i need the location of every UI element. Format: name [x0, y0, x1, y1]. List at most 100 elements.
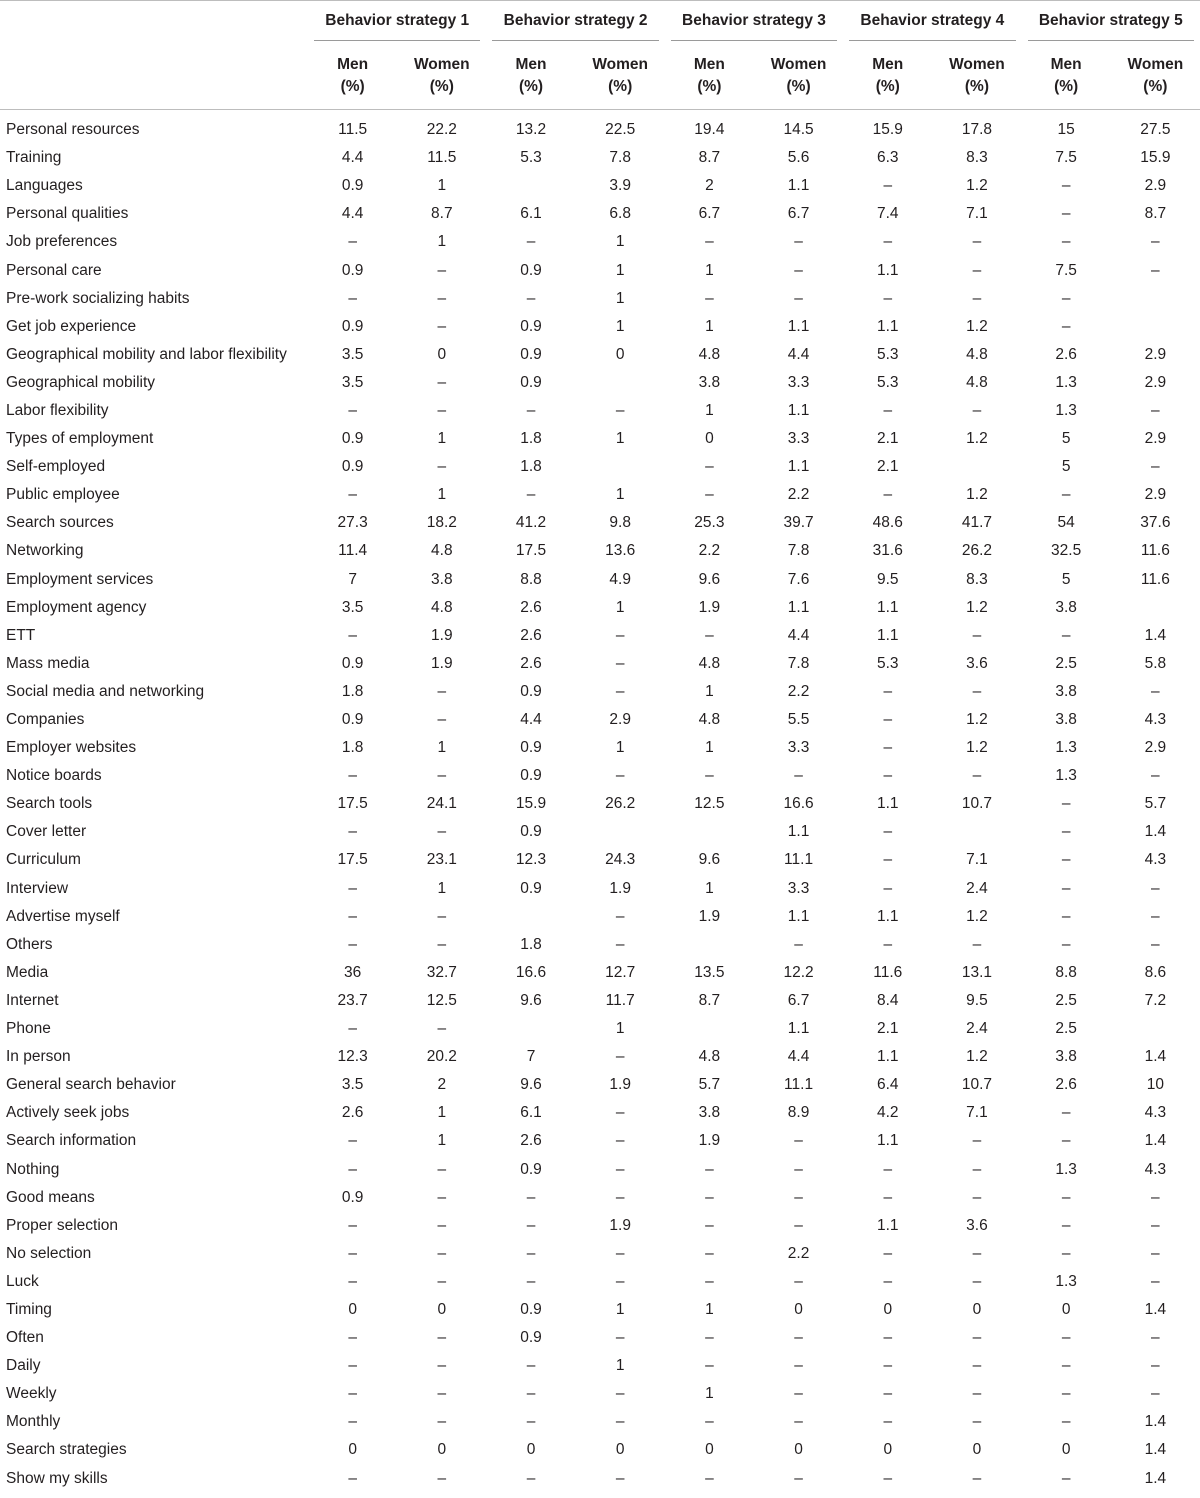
- row-label: Proper selection: [6, 1216, 119, 1234]
- table-cell: –: [437, 1188, 447, 1206]
- row-label: Personal care: [6, 261, 102, 279]
- table-cell: –: [705, 1357, 714, 1375]
- table-cell: –: [705, 458, 714, 476]
- table-cell: –: [1061, 1188, 1071, 1206]
- table-cell: –: [705, 1329, 714, 1347]
- table-row: In person 12.3 20.2 7 – 4.8 4.4 1.1 1.2 3.8 1.4: [0, 1043, 1200, 1071]
- table-cell: 12.3: [337, 1048, 368, 1066]
- subheader-women-strategy-2: Women (%): [575, 43, 665, 110]
- table-cell: 1.1: [876, 1132, 899, 1150]
- table-cell: –: [794, 1385, 803, 1403]
- table-cell: 1.8: [341, 739, 364, 757]
- table-cell: 0.9: [341, 1188, 364, 1206]
- table-cell: –: [705, 1188, 714, 1206]
- table-cell: 13.5: [694, 963, 725, 981]
- table-cell: 0: [615, 345, 625, 363]
- table-cell: –: [794, 1272, 803, 1290]
- group-header-strategy-1: Behavior strategy 1: [308, 1, 486, 44]
- row-label: Show my skills: [6, 1469, 108, 1487]
- table-cell: –: [526, 233, 536, 251]
- subheader-men-label: Men: [337, 56, 369, 73]
- table-cell: 1: [705, 1385, 714, 1403]
- table-cell: 0: [705, 1441, 714, 1459]
- table-cell: [486, 172, 575, 200]
- table-cell: 6.7: [698, 205, 721, 223]
- row-label: Advertise myself: [6, 907, 120, 925]
- table-row: ETT – 1.9 2.6 – – 4.4 1.1 – – 1.4: [0, 622, 1200, 650]
- table-row: Search sources 27.3 18.2 41.2 9.8 25.3 39.7 48.…: [0, 509, 1200, 537]
- table-cell: 17.5: [515, 542, 547, 560]
- table-cell: 1.9: [698, 907, 721, 925]
- table-cell: 5: [1061, 570, 1071, 588]
- table-cell: 1.4: [1144, 823, 1167, 841]
- table-cell: 1.2: [966, 177, 988, 195]
- row-label: Employment agency: [6, 598, 147, 616]
- table-row: Social media and networking 1.8 – 0.9 – 1 2.2 –…: [0, 678, 1200, 706]
- table-row: Cover letter – – 0.9 1.1 – – 1.4: [0, 818, 1200, 846]
- table-cell: 8.6: [1144, 963, 1167, 981]
- row-label: Timing: [6, 1300, 52, 1318]
- table-cell: 7.2: [1144, 991, 1167, 1009]
- table-cell: 4.4: [787, 345, 810, 363]
- table-cell: –: [883, 401, 893, 419]
- table-cell: 6.1: [520, 1104, 542, 1122]
- table-cell: 0.9: [341, 711, 364, 729]
- table-cell: 1.4: [1144, 1300, 1167, 1318]
- table-cell: 8.8: [1055, 963, 1077, 981]
- table-cell: –: [794, 1413, 803, 1431]
- table-cell: –: [437, 1385, 447, 1403]
- table-cell: 7.4: [876, 205, 899, 223]
- subheader-women-strategy-4: Women (%): [932, 43, 1022, 110]
- table-cell: 1.1: [787, 177, 810, 195]
- row-label: Internet: [6, 991, 59, 1009]
- table-cell: [486, 1015, 575, 1043]
- table-cell: –: [437, 317, 447, 335]
- subheader-men-strategy-1: Men (%): [308, 43, 398, 110]
- row-label: No selection: [6, 1244, 92, 1262]
- subheader-unit-label: (%): [1143, 78, 1168, 95]
- table-cell: 4.4: [787, 1048, 810, 1066]
- table-cell: –: [705, 1272, 714, 1290]
- table-cell: –: [883, 177, 893, 195]
- row-label: Training: [6, 149, 62, 167]
- row-label: Others: [6, 935, 53, 953]
- table-cell: 15.9: [515, 795, 547, 813]
- table-cell: 3.6: [966, 1216, 988, 1234]
- table-cell: –: [437, 1020, 447, 1038]
- table-cell: –: [1061, 1104, 1071, 1122]
- table-cell: 2: [437, 1076, 447, 1094]
- table-row: Personal qualities 4.4 8.7 6.1 6.8 6.7 6.7 7.4 7…: [0, 200, 1200, 228]
- table-cell: –: [348, 401, 357, 419]
- table-cell: –: [1151, 767, 1160, 785]
- row-label: Daily: [6, 1357, 41, 1375]
- table-cell: 19.4: [694, 121, 725, 139]
- table-cell: –: [437, 401, 447, 419]
- table-cell: –: [1061, 177, 1071, 195]
- table-cell: –: [526, 401, 536, 419]
- table-cell: 8.4: [876, 991, 899, 1009]
- subheader-women-strategy-3: Women (%): [753, 43, 844, 110]
- table-cell: 3.6: [966, 654, 988, 672]
- table-cell: 1.1: [787, 598, 810, 616]
- table-cell: –: [615, 767, 625, 785]
- table-cell: –: [972, 1160, 982, 1178]
- table-cell: –: [1061, 1329, 1071, 1347]
- table-cell: –: [615, 1188, 625, 1206]
- table-cell: 0: [883, 1441, 893, 1459]
- table-cell: 1: [705, 1300, 714, 1318]
- table-cell: 1: [705, 879, 714, 897]
- table-cell: 7.1: [966, 205, 988, 223]
- table-cell: –: [705, 1469, 714, 1487]
- table-cell: 3.8: [1055, 1048, 1077, 1066]
- table-cell: –: [705, 486, 714, 504]
- row-label: Job preferences: [6, 233, 118, 251]
- table-cell: –: [348, 1385, 357, 1403]
- table-cell: 2.6: [520, 1132, 542, 1150]
- table-cell: 6.4: [876, 1076, 899, 1094]
- table-cell: –: [883, 1357, 893, 1375]
- table-cell: 24.1: [426, 795, 457, 813]
- table-cell: 1: [437, 879, 447, 897]
- subheader-unit-label: (%): [964, 78, 989, 95]
- table-cell: –: [883, 1413, 893, 1431]
- table-row: Daily – – – 1 – – – – – –: [0, 1352, 1200, 1380]
